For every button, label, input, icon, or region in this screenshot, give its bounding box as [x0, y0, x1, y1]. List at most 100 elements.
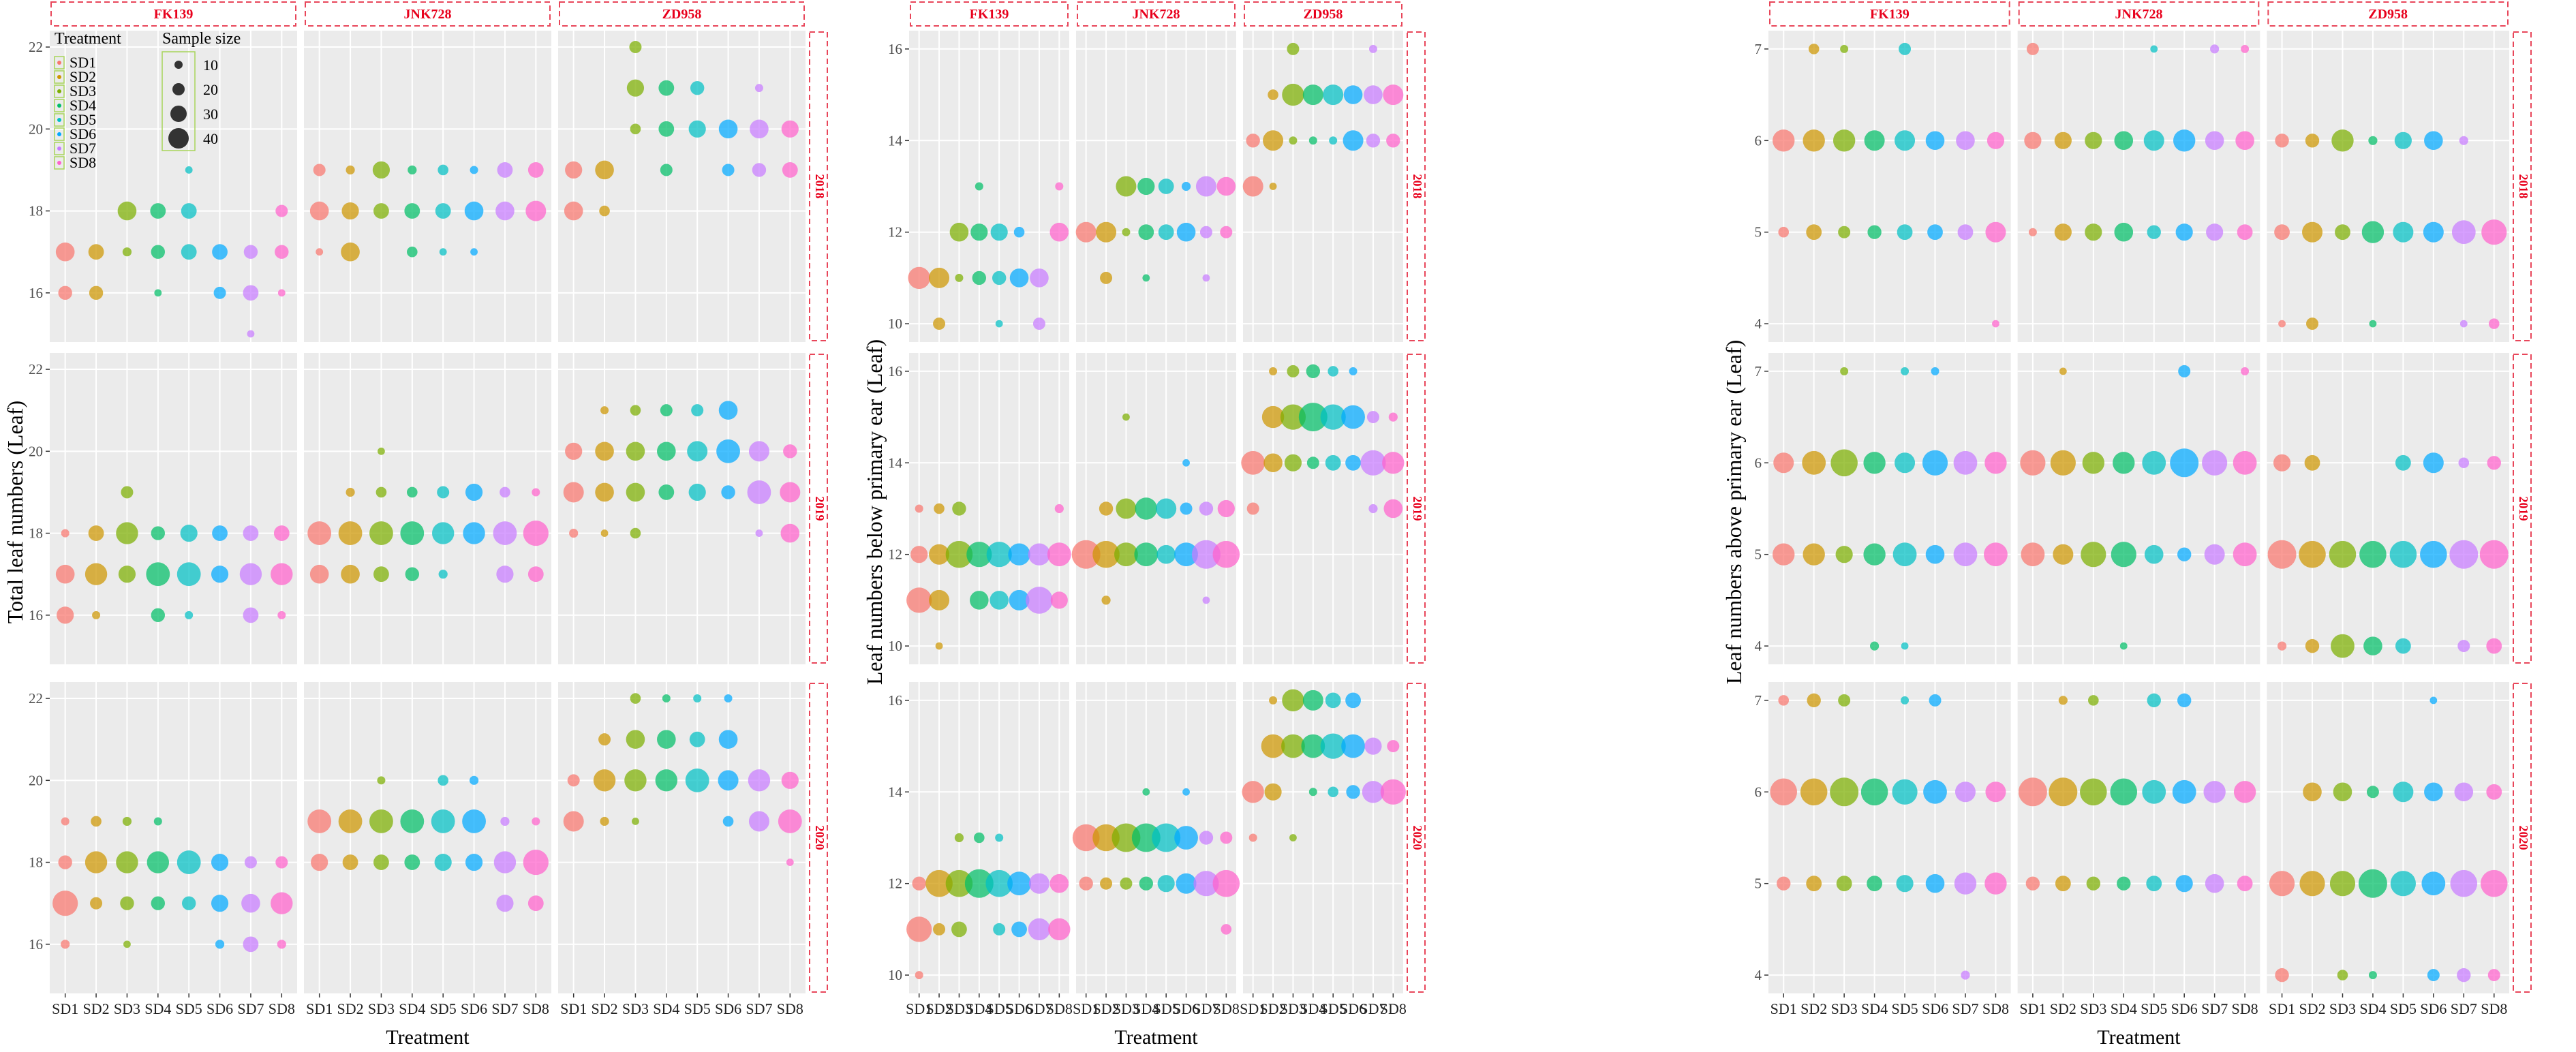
data-point[interactable] [986, 542, 1012, 568]
data-point[interactable] [55, 564, 75, 584]
data-point[interactable] [1364, 85, 1383, 104]
data-point[interactable] [1269, 367, 1278, 375]
data-point[interactable] [122, 247, 132, 257]
data-point[interactable] [1860, 778, 1888, 806]
data-point[interactable] [1953, 542, 1978, 567]
data-point[interactable] [1368, 44, 1377, 53]
data-point[interactable] [945, 540, 973, 568]
data-point[interactable] [724, 694, 733, 703]
data-point[interactable] [438, 164, 448, 176]
data-point[interactable] [1362, 781, 1385, 803]
data-point[interactable] [2481, 219, 2507, 245]
data-point[interactable] [1158, 224, 1174, 241]
data-point[interactable] [933, 923, 946, 935]
data-point[interactable] [1777, 876, 1791, 891]
data-point[interactable] [1048, 918, 1071, 941]
data-point[interactable] [404, 854, 420, 870]
data-point[interactable] [2050, 450, 2076, 476]
data-point[interactable] [693, 694, 702, 703]
data-point[interactable] [1931, 367, 1939, 375]
data-point[interactable] [662, 694, 671, 703]
data-point[interactable] [523, 520, 549, 546]
data-point[interactable] [57, 606, 74, 624]
data-point[interactable] [626, 442, 645, 461]
data-point[interactable] [688, 120, 706, 138]
data-point[interactable] [52, 891, 78, 916]
data-point[interactable] [2423, 452, 2444, 474]
data-point[interactable] [630, 527, 641, 539]
data-point[interactable] [500, 486, 510, 498]
data-point[interactable] [2305, 134, 2320, 148]
data-point[interactable] [1341, 734, 1365, 758]
data-point[interactable] [180, 524, 198, 542]
data-point[interactable] [1156, 498, 1177, 519]
data-point[interactable] [1072, 824, 1100, 852]
data-point[interactable] [244, 856, 257, 869]
data-point[interactable] [2142, 779, 2166, 804]
data-point[interactable] [2337, 970, 2348, 980]
data-point[interactable] [2274, 224, 2290, 241]
data-point[interactable] [2450, 869, 2478, 897]
data-point[interactable] [377, 776, 386, 785]
data-point[interactable] [153, 817, 162, 826]
data-point[interactable] [2487, 969, 2500, 982]
data-point[interactable] [2335, 224, 2350, 241]
data-point[interactable] [2085, 132, 2102, 149]
data-point[interactable] [2361, 221, 2385, 243]
data-point[interactable] [151, 608, 166, 623]
data-point[interactable] [400, 521, 425, 545]
data-point[interactable] [2146, 876, 2162, 892]
data-point[interactable] [275, 245, 289, 259]
data-point[interactable] [910, 546, 928, 563]
data-point[interactable] [630, 405, 641, 416]
data-point[interactable] [2233, 542, 2257, 567]
data-point[interactable] [718, 770, 739, 791]
data-point[interactable] [786, 858, 794, 866]
data-point[interactable] [655, 769, 678, 792]
data-point[interactable] [974, 832, 985, 844]
data-point[interactable] [990, 591, 1009, 610]
data-point[interactable] [373, 854, 389, 870]
data-point[interactable] [177, 562, 201, 587]
data-point[interactable] [1181, 181, 1191, 191]
data-point[interactable] [2119, 642, 2128, 650]
data-point[interactable] [933, 318, 946, 330]
data-point[interactable] [1028, 918, 1051, 941]
data-point[interactable] [2241, 367, 2250, 375]
data-point[interactable] [275, 856, 288, 869]
data-point[interactable] [431, 809, 455, 833]
data-point[interactable] [117, 201, 137, 221]
data-point[interactable] [2459, 320, 2468, 328]
data-point[interactable] [657, 730, 676, 749]
data-point[interactable] [243, 285, 259, 301]
data-point[interactable] [369, 809, 393, 833]
data-point[interactable] [275, 204, 288, 217]
data-point[interactable] [2424, 782, 2443, 802]
data-point[interactable] [752, 163, 767, 177]
data-point[interactable] [1096, 221, 1117, 243]
data-point[interactable] [277, 610, 286, 619]
data-point[interactable] [438, 775, 448, 786]
data-point[interactable] [2237, 876, 2253, 892]
data-point[interactable] [1075, 221, 1097, 243]
data-point[interactable] [990, 223, 1008, 241]
data-point[interactable] [154, 289, 162, 297]
data-point[interactable] [1280, 404, 1306, 430]
data-point[interactable] [1343, 130, 1364, 151]
data-point[interactable] [1800, 778, 1828, 806]
data-point[interactable] [1289, 834, 1297, 841]
data-point[interactable] [146, 562, 170, 587]
data-point[interactable] [1269, 696, 1278, 705]
data-point[interactable] [375, 486, 387, 498]
data-point[interactable] [1901, 642, 1909, 650]
data-point[interactable] [1368, 504, 1378, 514]
data-point[interactable] [657, 442, 676, 461]
data-point[interactable] [215, 940, 225, 949]
data-point[interactable] [595, 160, 614, 180]
data-point[interactable] [1323, 84, 1344, 106]
data-point[interactable] [372, 161, 390, 179]
data-point[interactable] [1833, 129, 1856, 152]
data-point[interactable] [1134, 542, 1159, 567]
data-point[interactable] [85, 563, 108, 585]
data-point[interactable] [755, 529, 763, 537]
